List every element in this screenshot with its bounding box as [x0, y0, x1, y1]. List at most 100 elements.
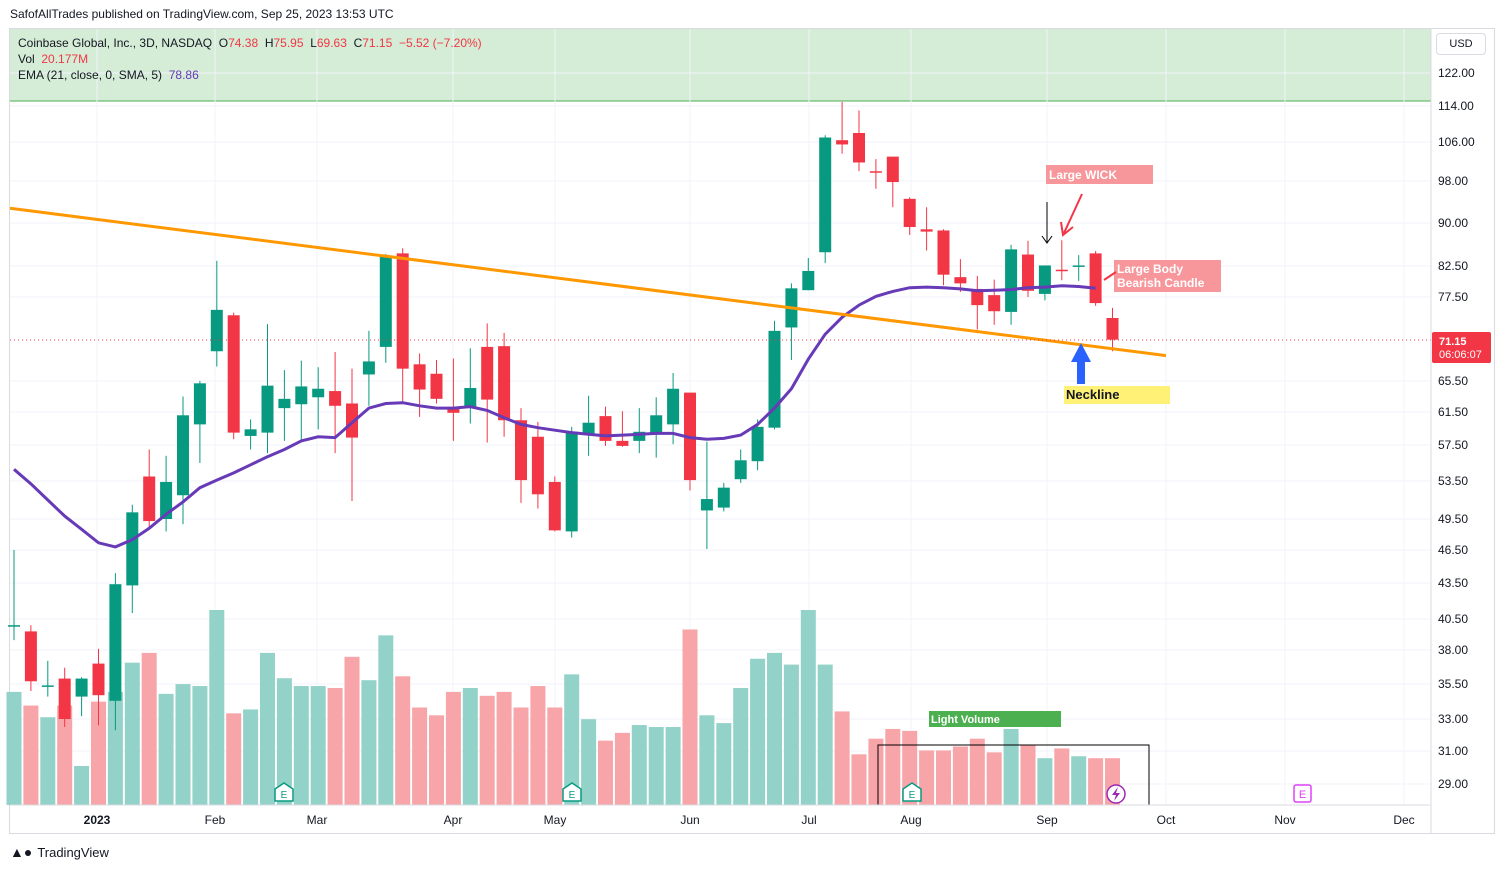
- candle-body: [920, 229, 933, 232]
- candle-body: [498, 346, 511, 421]
- volume-bar: [750, 658, 766, 805]
- candle-body: [447, 408, 460, 413]
- volume-bar: [581, 719, 597, 805]
- brand-footer[interactable]: ▲● TradingView: [10, 844, 109, 860]
- candle-body: [430, 373, 443, 399]
- volume-bar: [192, 686, 208, 805]
- legend-high-label: H: [264, 36, 274, 50]
- volume-bar: [513, 707, 529, 805]
- candle-body: [227, 315, 240, 433]
- time-axis[interactable]: 2023 Feb Mar Apr May Jun Jul Aug Sep Oct Nov Dec: [10, 804, 1431, 827]
- time-tick-label: 2023: [84, 813, 111, 827]
- price-tick-label: 98.00: [1438, 174, 1468, 188]
- large-wick-annotation[interactable]: Large WICK: [1041, 165, 1153, 244]
- volume-bar: [327, 688, 343, 805]
- volume-bar: [919, 750, 935, 805]
- volume-bar: [614, 732, 630, 805]
- upcoming-earnings-icon[interactable]: E: [1293, 784, 1312, 803]
- volume-bar: [124, 662, 140, 805]
- earnings-icon[interactable]: E: [562, 782, 582, 802]
- candle-body: [582, 422, 595, 435]
- light-volume-annotation[interactable]: Light Volume: [929, 711, 1061, 727]
- neckline-annotation[interactable]: Neckline: [1064, 343, 1170, 404]
- price-tick-label: 106.00: [1438, 135, 1475, 149]
- price-tick-label: 77.50: [1438, 290, 1468, 304]
- legend-low: 69.63: [316, 36, 347, 50]
- volume-bar: [445, 691, 461, 805]
- volume-bar: [6, 691, 22, 805]
- price-tick-label: 49.50: [1438, 512, 1468, 526]
- candle-body: [734, 460, 747, 480]
- candle-body: [41, 685, 54, 687]
- volume-bar: [767, 652, 782, 805]
- neckline-label: Neckline: [1066, 387, 1119, 402]
- candle-body: [464, 387, 477, 408]
- earnings-icon[interactable]: E: [274, 782, 294, 802]
- volume-bar: [395, 676, 411, 805]
- legend-low-label: L: [310, 36, 317, 50]
- candle-body: [836, 140, 849, 145]
- currency-button[interactable]: USD: [1436, 33, 1486, 55]
- neckline-trendline[interactable]: [9, 206, 1167, 358]
- legend-price-row: Coinbase Global, Inc., 3D, NASDAQ O74.38…: [18, 35, 482, 51]
- volume-bar: [986, 752, 1002, 805]
- time-tick-label: Aug: [900, 813, 921, 827]
- time-tick-label: Apr: [444, 813, 463, 827]
- candle-body: [1089, 253, 1102, 304]
- volume-bar: [936, 750, 951, 805]
- candle-body: [988, 295, 1001, 312]
- candle-body: [1038, 265, 1051, 294]
- candle-body: [58, 678, 71, 719]
- candle-body: [700, 499, 713, 511]
- volume-bar: [293, 686, 309, 805]
- price-tick-label: 38.00: [1438, 643, 1468, 657]
- candle-body: [971, 288, 984, 306]
- earnings-icon[interactable]: E: [902, 782, 922, 802]
- volume-bar: [158, 693, 174, 805]
- price-tick-label: 33.00: [1438, 712, 1468, 726]
- candle-body: [954, 277, 967, 284]
- large-body-annotation[interactable]: Large Body Bearish Candle: [1103, 260, 1221, 292]
- time-tick-label: Sep: [1036, 813, 1058, 827]
- candle-body: [329, 391, 342, 406]
- volume-bar: [1003, 728, 1019, 805]
- candle-body: [937, 230, 950, 275]
- legend-high: 75.95: [273, 36, 304, 50]
- price-axis[interactable]: 122.00 114.00 106.00 98.00 90.00 82.50 77.50 65…: [1430, 29, 1475, 834]
- volume-bar: [57, 705, 73, 805]
- svg-text:E: E: [569, 790, 576, 801]
- volume-bar: [682, 629, 698, 805]
- legend-symbol: Coinbase Global, Inc., 3D, NASDAQ: [18, 36, 213, 50]
- candle-body: [667, 388, 680, 425]
- highlight-zone: [10, 29, 1431, 101]
- candle-body: [751, 426, 764, 462]
- volume-bar: [885, 728, 901, 805]
- volume-bar: [429, 715, 444, 805]
- volume-bar: [817, 664, 833, 805]
- last-price-badge[interactable]: 71.15 06:06:07: [1432, 332, 1491, 363]
- legend-ema-row: EMA (21, close, 0, SMA, 5) 78.86: [18, 67, 482, 83]
- time-tick-label: Dec: [1393, 813, 1414, 827]
- candle-body: [210, 309, 223, 352]
- ema-line: [13, 284, 1096, 549]
- tradingview-logo-icon: ▲●: [10, 844, 33, 860]
- chart-frame: [9, 28, 1495, 834]
- volume-bar: [1020, 744, 1036, 805]
- volume-bar: [479, 695, 495, 805]
- volume-bar: [969, 738, 985, 805]
- price-tick-label: 43.50: [1438, 576, 1468, 590]
- candle-body: [126, 512, 139, 586]
- dividend-lightning-icon[interactable]: [1106, 784, 1126, 804]
- price-tick-label: 40.50: [1438, 612, 1468, 626]
- time-tick-label: Jun: [680, 813, 699, 827]
- volume-bar: [74, 766, 90, 805]
- red-arrow-head: [1060, 221, 1074, 237]
- price-tick-label: 61.50: [1438, 405, 1468, 419]
- price-tick-label: 90.00: [1438, 216, 1468, 230]
- price-tick-label: 122.00: [1438, 66, 1475, 80]
- legend-vol-label: Vol: [18, 52, 35, 66]
- earnings-icons[interactable]: E E E E: [274, 782, 1312, 804]
- legend-ema: 78.86: [168, 68, 199, 82]
- volume-bar: [310, 686, 326, 805]
